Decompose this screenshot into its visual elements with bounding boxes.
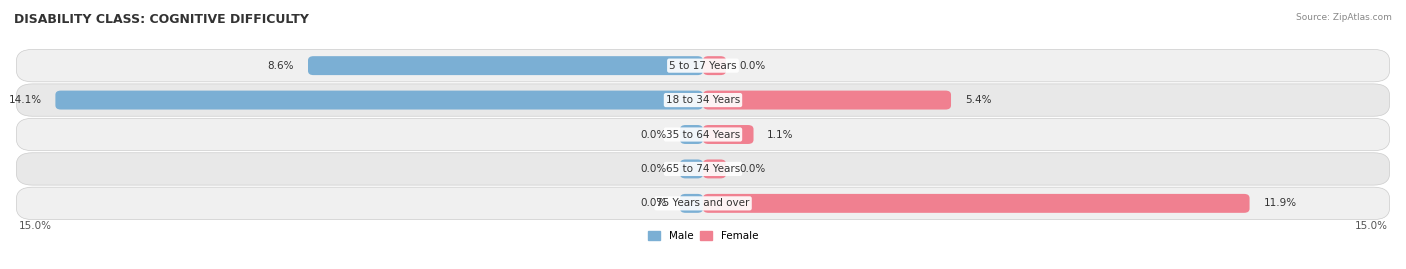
FancyBboxPatch shape xyxy=(17,49,1389,82)
FancyBboxPatch shape xyxy=(681,194,703,213)
FancyBboxPatch shape xyxy=(17,118,1389,151)
FancyBboxPatch shape xyxy=(681,160,703,178)
Text: 1.1%: 1.1% xyxy=(768,129,794,140)
FancyBboxPatch shape xyxy=(17,84,1389,116)
Text: 5.4%: 5.4% xyxy=(965,95,991,105)
Text: 0.0%: 0.0% xyxy=(740,61,766,71)
FancyBboxPatch shape xyxy=(55,91,703,109)
FancyBboxPatch shape xyxy=(17,187,1389,220)
Text: 11.9%: 11.9% xyxy=(1264,198,1296,208)
Text: 0.0%: 0.0% xyxy=(640,129,666,140)
Text: 5 to 17 Years: 5 to 17 Years xyxy=(669,61,737,71)
Text: 0.0%: 0.0% xyxy=(740,164,766,174)
Text: 0.0%: 0.0% xyxy=(640,198,666,208)
FancyBboxPatch shape xyxy=(703,160,725,178)
Text: 35 to 64 Years: 35 to 64 Years xyxy=(666,129,740,140)
Text: DISABILITY CLASS: COGNITIVE DIFFICULTY: DISABILITY CLASS: COGNITIVE DIFFICULTY xyxy=(14,13,309,26)
Text: 8.6%: 8.6% xyxy=(267,61,294,71)
Text: 0.0%: 0.0% xyxy=(640,164,666,174)
Text: Source: ZipAtlas.com: Source: ZipAtlas.com xyxy=(1296,13,1392,22)
FancyBboxPatch shape xyxy=(703,194,1250,213)
FancyBboxPatch shape xyxy=(703,56,725,75)
Text: 65 to 74 Years: 65 to 74 Years xyxy=(666,164,740,174)
Text: 18 to 34 Years: 18 to 34 Years xyxy=(666,95,740,105)
FancyBboxPatch shape xyxy=(308,56,703,75)
Text: 15.0%: 15.0% xyxy=(1354,221,1388,231)
Legend: Male, Female: Male, Female xyxy=(648,231,758,241)
FancyBboxPatch shape xyxy=(17,153,1389,185)
FancyBboxPatch shape xyxy=(703,125,754,144)
FancyBboxPatch shape xyxy=(703,91,950,109)
FancyBboxPatch shape xyxy=(681,125,703,144)
Text: 15.0%: 15.0% xyxy=(18,221,52,231)
Text: 14.1%: 14.1% xyxy=(8,95,42,105)
Text: 75 Years and over: 75 Years and over xyxy=(657,198,749,208)
